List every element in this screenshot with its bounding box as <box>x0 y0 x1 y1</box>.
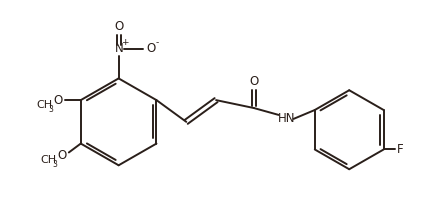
Text: O: O <box>147 42 155 55</box>
Text: O: O <box>249 75 258 88</box>
Text: CH: CH <box>36 100 52 110</box>
Text: HN: HN <box>277 112 295 125</box>
Text: N: N <box>115 42 124 55</box>
Text: +: + <box>121 38 128 47</box>
Text: CH: CH <box>40 155 56 165</box>
Text: O: O <box>53 94 62 107</box>
Text: -: - <box>155 38 158 47</box>
Text: F: F <box>396 143 403 156</box>
Text: O: O <box>57 149 66 162</box>
Text: 3: 3 <box>52 160 57 169</box>
Text: 3: 3 <box>49 104 53 113</box>
Text: O: O <box>114 19 123 33</box>
